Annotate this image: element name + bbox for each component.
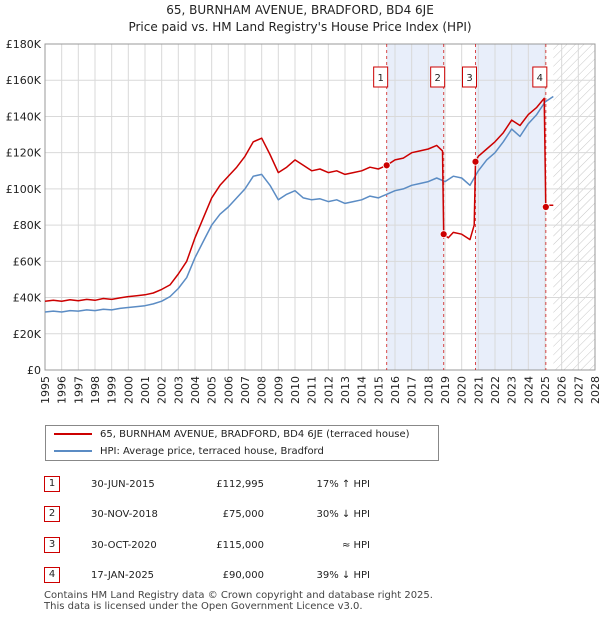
ownership-period-shade bbox=[475, 44, 546, 370]
x-tick-label: 2013 bbox=[339, 376, 352, 404]
x-tick-label: 1996 bbox=[56, 376, 69, 404]
sale-label-box bbox=[373, 66, 389, 88]
x-tick-label: 2018 bbox=[422, 376, 435, 404]
sale-date: 30-OCT-2020 bbox=[91, 540, 157, 551]
x-tick-label: 2021 bbox=[472, 376, 485, 404]
x-tick-label: 2008 bbox=[256, 376, 269, 404]
sale-date: 30-NOV-2018 bbox=[91, 509, 158, 520]
x-tick-label: 2009 bbox=[272, 376, 285, 404]
legend-label-hpi: HPI: Average price, terraced house, Brad… bbox=[100, 446, 324, 457]
footer: Contains HM Land Registry data © Crown c… bbox=[44, 590, 433, 612]
plot-frame bbox=[44, 43, 596, 371]
y-tick-label: £40K bbox=[13, 292, 42, 305]
sale-date: 17-JAN-2025 bbox=[91, 570, 155, 581]
y-tick-label: £120K bbox=[6, 147, 42, 160]
x-tick-label: 2025 bbox=[539, 376, 552, 404]
x-tick-label: 2019 bbox=[439, 376, 452, 404]
price-chart: 65, BURNHAM AVENUE, BRADFORD, BD4 6JE Pr… bbox=[6, 3, 600, 404]
property-price-line bbox=[44, 97, 554, 302]
sale-hpi-comparison: 30% ↓ HPI bbox=[316, 509, 370, 520]
x-tick-label: 1997 bbox=[72, 376, 85, 404]
legend-item-hpi: HPI: Average price, terraced house, Brad… bbox=[54, 444, 324, 460]
sale-price: £115,000 bbox=[216, 540, 264, 551]
x-tick-label: 1995 bbox=[39, 376, 52, 404]
sale-number-badge: 3 bbox=[44, 537, 60, 553]
sale-label-box bbox=[532, 66, 548, 88]
sale-label-box bbox=[430, 66, 446, 88]
y-tick-label: £0 bbox=[27, 364, 41, 377]
y-tick-label: £100K bbox=[6, 183, 42, 196]
x-tick-label: 2024 bbox=[522, 376, 535, 404]
y-tick-label: £160K bbox=[6, 74, 42, 87]
x-tick-label: 2005 bbox=[206, 376, 219, 404]
legend-line-hpi bbox=[54, 450, 92, 452]
footer-licence: This data is licensed under the Open Gov… bbox=[44, 601, 363, 612]
sale-label: 2 bbox=[434, 73, 440, 84]
x-tick-label: 1999 bbox=[106, 376, 119, 404]
sale-price: £112,995 bbox=[216, 479, 264, 490]
legend-label-property: 65, BURNHAM AVENUE, BRADFORD, BD4 6JE (t… bbox=[100, 429, 410, 440]
ownership-period-shade bbox=[386, 44, 444, 370]
x-tick-label: 2012 bbox=[322, 376, 335, 404]
y-tick-label: £140K bbox=[6, 110, 42, 123]
x-tick-label: 2001 bbox=[139, 376, 152, 404]
x-tick-label: 2023 bbox=[506, 376, 519, 404]
y-tick-label: £180K bbox=[6, 38, 42, 51]
x-tick-label: 2002 bbox=[156, 376, 169, 404]
chart-subtitle: Price paid vs. HM Land Registry's House … bbox=[128, 20, 471, 34]
sale-label: 4 bbox=[537, 73, 543, 84]
x-tick-label: 2007 bbox=[239, 376, 252, 404]
sale-point bbox=[471, 157, 480, 166]
x-tick-label: 2028 bbox=[589, 376, 600, 404]
hpi-line bbox=[44, 95, 554, 313]
x-tick-label: 2003 bbox=[172, 376, 185, 404]
sale-point bbox=[439, 230, 448, 239]
x-tick-label: 2020 bbox=[456, 376, 469, 404]
chart-title: 65, BURNHAM AVENUE, BRADFORD, BD4 6JE bbox=[166, 3, 434, 17]
sale-hpi-comparison: 17% ↑ HPI bbox=[316, 479, 370, 490]
x-tick-label: 2027 bbox=[572, 376, 585, 404]
y-tick-label: £20K bbox=[13, 328, 42, 341]
sale-hpi-comparison: 39% ↓ HPI bbox=[316, 570, 370, 581]
x-tick-label: 2026 bbox=[556, 376, 569, 404]
x-tick-label: 2010 bbox=[289, 376, 302, 404]
x-tick-label: 2016 bbox=[389, 376, 402, 404]
x-tick-label: 2015 bbox=[372, 376, 385, 404]
x-tick-label: 2006 bbox=[222, 376, 235, 404]
legend-item-property: 65, BURNHAM AVENUE, BRADFORD, BD4 6JE (t… bbox=[54, 427, 410, 443]
x-tick-label: 2011 bbox=[306, 376, 319, 404]
sale-price: £90,000 bbox=[222, 570, 264, 581]
sale-number-badge: 4 bbox=[44, 567, 60, 583]
x-tick-label: 2022 bbox=[489, 376, 502, 404]
x-tick-label: 2000 bbox=[122, 376, 135, 404]
sale-hpi-comparison: ≈ HPI bbox=[341, 540, 370, 551]
sale-point bbox=[382, 161, 391, 170]
sale-label-box bbox=[462, 66, 477, 88]
sale-number-badge: 2 bbox=[44, 506, 60, 522]
sale-price: £75,000 bbox=[222, 509, 264, 520]
x-tick-label: 2004 bbox=[189, 376, 202, 404]
legend: 65, BURNHAM AVENUE, BRADFORD, BD4 6JE (t… bbox=[45, 425, 439, 461]
x-tick-label: 2017 bbox=[406, 376, 419, 404]
sale-label: 1 bbox=[377, 73, 383, 84]
y-tick-label: £60K bbox=[13, 255, 42, 268]
y-tick-label: £80K bbox=[13, 219, 42, 232]
sale-label: 3 bbox=[466, 73, 472, 84]
sale-number-badge: 1 bbox=[44, 476, 60, 492]
footer-copyright: Contains HM Land Registry data © Crown c… bbox=[44, 590, 433, 601]
forecast-hatch bbox=[553, 44, 595, 370]
sale-point bbox=[541, 203, 550, 211]
legend-line-property bbox=[54, 433, 92, 435]
x-tick-label: 2014 bbox=[356, 376, 369, 404]
x-tick-label: 1998 bbox=[89, 376, 102, 404]
sale-date: 30-JUN-2015 bbox=[91, 479, 155, 490]
